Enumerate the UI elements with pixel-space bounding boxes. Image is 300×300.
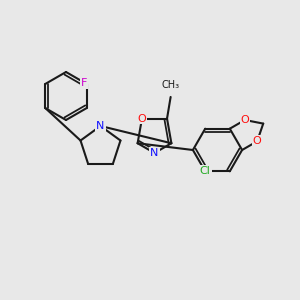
Text: O: O xyxy=(241,115,249,125)
Text: O: O xyxy=(138,114,146,124)
Text: N: N xyxy=(96,121,105,131)
Text: N: N xyxy=(150,148,159,158)
Text: O: O xyxy=(253,136,262,146)
Text: F: F xyxy=(81,78,88,88)
Text: CH₃: CH₃ xyxy=(162,80,180,90)
Text: Cl: Cl xyxy=(200,166,211,176)
